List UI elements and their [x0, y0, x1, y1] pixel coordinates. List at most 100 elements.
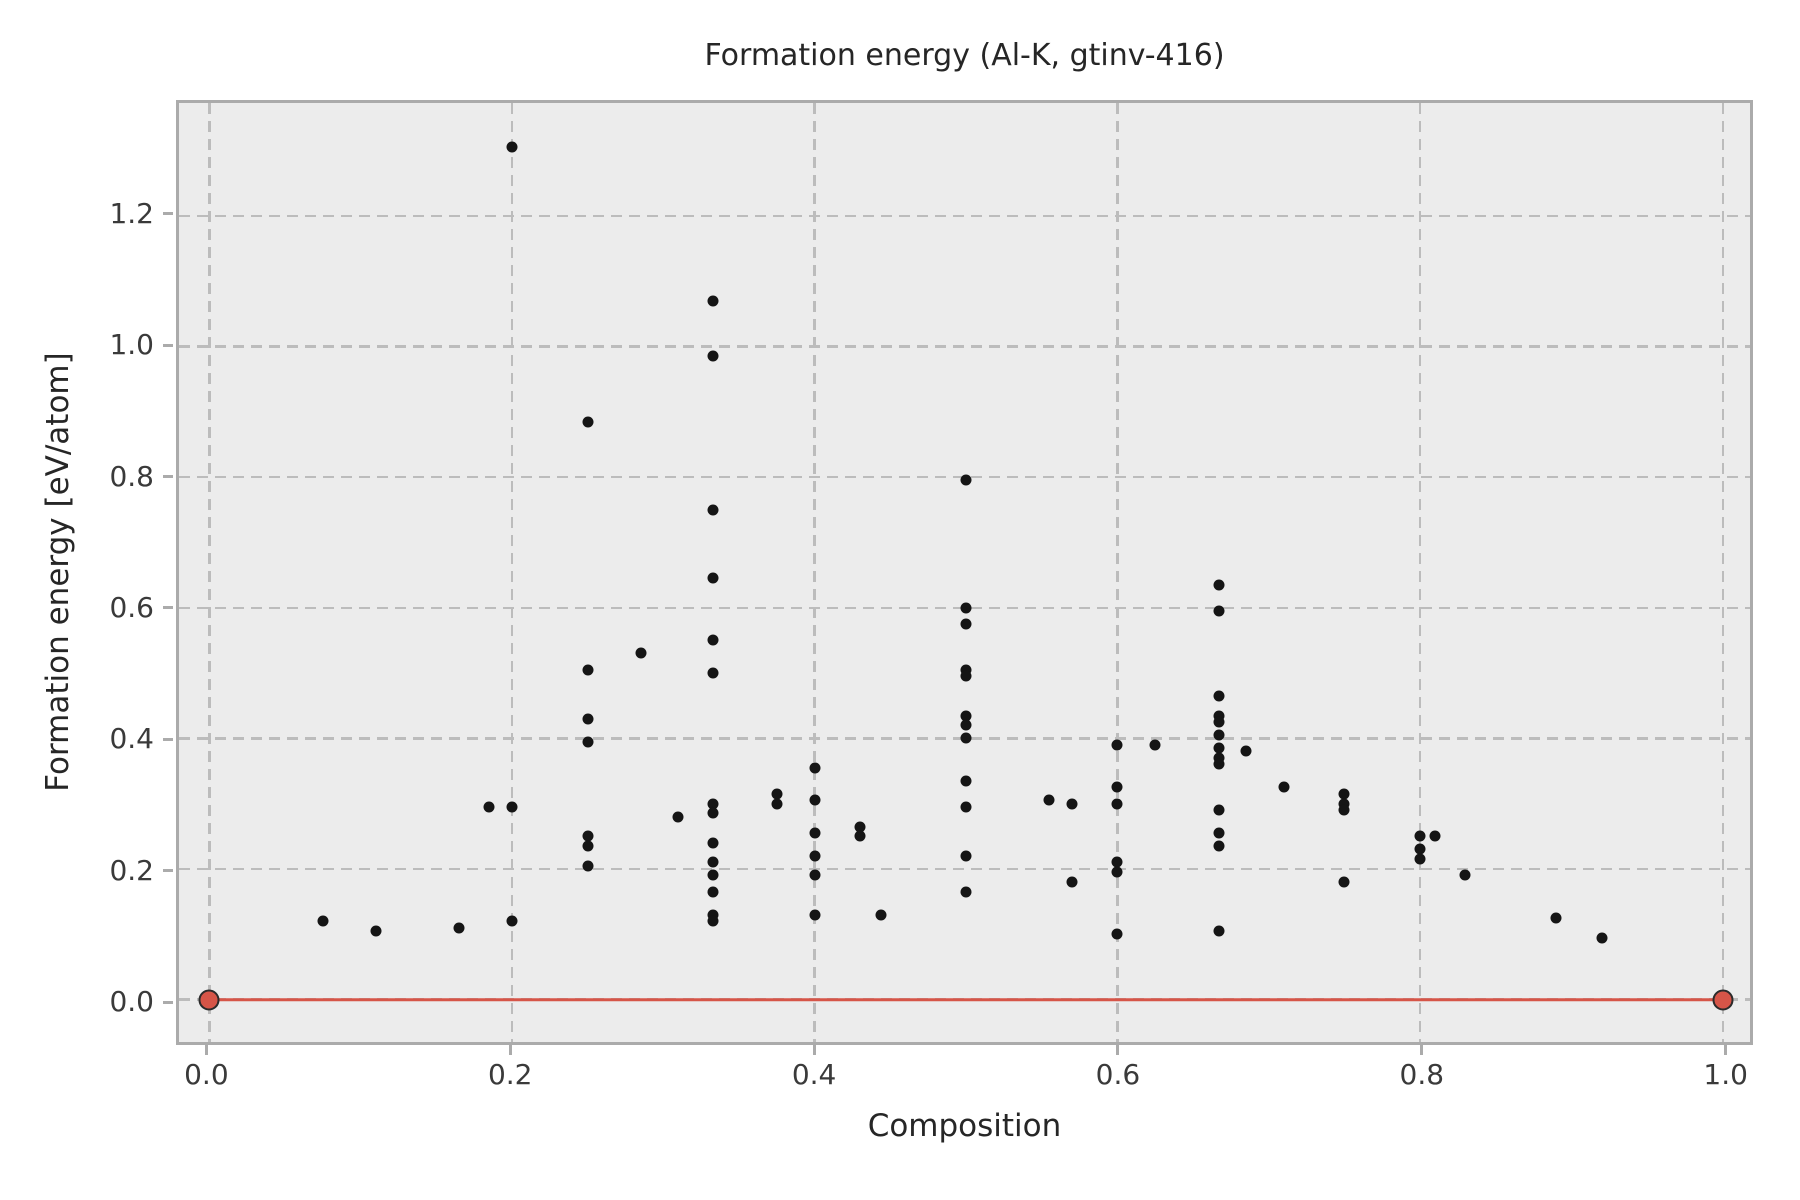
scatter-point — [960, 850, 972, 862]
scatter-point — [1459, 869, 1471, 881]
scatter-point — [1338, 876, 1350, 888]
scatter-point — [707, 295, 719, 307]
scatter-point — [960, 886, 972, 898]
scatter-point — [582, 860, 594, 872]
scatter-point — [1111, 781, 1123, 793]
y-tick-mark — [163, 1000, 173, 1004]
y-tick-mark — [163, 212, 173, 216]
scatter-point — [672, 811, 684, 823]
scatter-point — [317, 915, 329, 927]
scatter-point — [854, 830, 866, 842]
x-tick-mark — [1116, 1045, 1120, 1055]
scatter-point — [707, 915, 719, 927]
scatter-point — [960, 664, 972, 676]
scatter-point — [1213, 729, 1225, 741]
x-axis-label: Composition — [867, 1108, 1062, 1144]
scatter-point — [707, 667, 719, 679]
scatter-point — [1111, 739, 1123, 751]
scatter-point — [453, 922, 465, 934]
scatter-point — [1414, 853, 1426, 865]
scatter-point — [707, 807, 719, 819]
scatter-point — [1213, 579, 1225, 591]
scatter-point — [809, 909, 821, 921]
y-gridline — [179, 345, 1750, 348]
scatter-point — [1111, 856, 1123, 868]
scatter-point — [707, 634, 719, 646]
scatter-point — [506, 915, 518, 927]
scatter-point — [1338, 804, 1350, 816]
scatter-point — [707, 350, 719, 362]
hull-endpoint-marker — [198, 989, 220, 1011]
x-gridline — [510, 103, 514, 1042]
scatter-point — [707, 798, 719, 810]
scatter-point — [1240, 745, 1252, 757]
scatter-point — [960, 670, 972, 682]
scatter-point — [960, 801, 972, 813]
scatter-point — [506, 141, 518, 153]
y-tick-mark — [163, 343, 173, 347]
x-tick-mark — [508, 1045, 512, 1055]
x-gridline — [208, 103, 211, 1042]
hull-line — [209, 997, 1723, 1002]
scatter-point — [1213, 827, 1225, 839]
scatter-point — [854, 821, 866, 832]
scatter-point — [960, 719, 972, 731]
scatter-point — [1213, 804, 1225, 816]
x-gridline — [1418, 103, 1422, 1042]
y-tick-label: 0.0 — [109, 985, 154, 1019]
scatter-point — [1213, 716, 1225, 728]
scatter-point — [771, 798, 783, 810]
y-gridline — [179, 214, 1750, 218]
x-gridline — [813, 103, 816, 1042]
scatter-point — [1414, 843, 1426, 855]
y-tick-label: 0.8 — [109, 459, 154, 493]
x-tick-label: 0.0 — [184, 1058, 229, 1091]
y-tick-mark — [163, 869, 173, 873]
chart-title: Formation energy (Al-K, gtinv-416) — [704, 38, 1225, 73]
scatter-point — [1213, 840, 1225, 852]
scatter-point — [1338, 798, 1350, 810]
y-tick-mark — [163, 737, 173, 741]
scatter-point — [960, 474, 972, 486]
y-tick-label: 0.4 — [109, 722, 154, 756]
scatter-point — [1550, 912, 1562, 924]
scatter-point — [707, 869, 719, 881]
scatter-point — [707, 886, 719, 898]
scatter-point — [1213, 605, 1225, 617]
scatter-point — [707, 856, 719, 868]
scatter-point — [1213, 742, 1225, 754]
x-tick-mark — [1420, 1045, 1424, 1055]
plot-area — [176, 100, 1753, 1045]
scatter-point — [809, 869, 821, 881]
scatter-point — [582, 830, 594, 842]
scatter-point — [1213, 925, 1225, 937]
scatter-point — [1213, 710, 1225, 721]
scatter-point — [1111, 866, 1123, 878]
scatter-point — [960, 602, 972, 614]
scatter-point — [1278, 781, 1290, 793]
scatter-point — [809, 827, 821, 839]
scatter-point — [1429, 830, 1441, 842]
scatter-point — [707, 572, 719, 584]
y-tick-mark — [163, 475, 173, 479]
scatter-point — [1213, 752, 1225, 764]
scatter-point — [809, 762, 821, 774]
x-tick-mark — [1724, 1045, 1728, 1055]
y-gridline — [179, 867, 1750, 871]
y-tick-label: 1.0 — [109, 328, 154, 362]
scatter-point — [1066, 798, 1078, 810]
scatter-point — [1213, 758, 1225, 770]
scatter-point — [582, 664, 594, 676]
x-tick-mark — [812, 1045, 816, 1055]
y-tick-label: 0.2 — [109, 853, 154, 887]
x-tick-label: 0.6 — [1095, 1058, 1141, 1091]
y-tick-label: 0.6 — [109, 590, 154, 624]
scatter-point — [707, 504, 719, 516]
scatter-point — [1414, 830, 1426, 842]
scatter-point — [809, 850, 821, 862]
scatter-point — [1043, 794, 1055, 806]
scatter-point — [960, 710, 972, 721]
scatter-point — [960, 775, 972, 787]
scatter-point — [875, 909, 887, 921]
